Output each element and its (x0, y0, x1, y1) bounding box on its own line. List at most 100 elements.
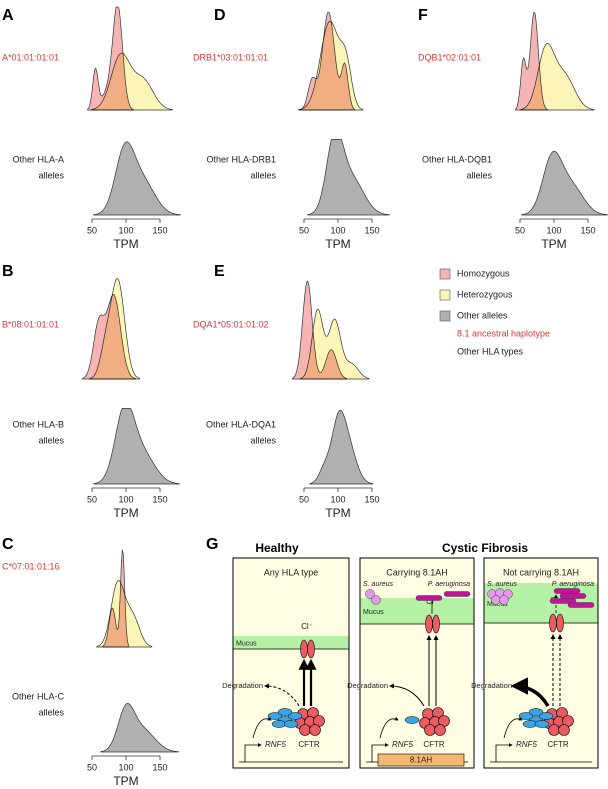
cell-box: Not carrying 8.1AHMucusCl⁻CFTRDegradatio… (471, 557, 599, 769)
tick-label: 100 (330, 225, 345, 235)
axis-label: TPM (325, 506, 350, 520)
other-density (307, 139, 390, 216)
density-panel: D DRB1*03:01:01:01 Other HLA-DRB1 alleles 50… (193, 7, 390, 251)
cftr-label: CFTR (423, 740, 445, 749)
density-panel: E DQA1*05:01:01:02 Other HLA-DQA1 alleles 50… (193, 263, 380, 520)
legend-swatch (439, 289, 451, 301)
mucus-label: Mucus (236, 640, 257, 647)
panel-letter: A (2, 7, 14, 24)
tick-label: 50 (299, 494, 309, 504)
p-aeruginosa (549, 598, 577, 604)
bacteria-label: P. aeruginosa (552, 581, 594, 588)
density-panel: A A*01:01:01:01 Other HLA-A alleles 50 100 150… (2, 6, 181, 251)
allele-label: DQB1*02:01:01 (418, 52, 481, 62)
heterozygous-density (300, 308, 370, 380)
s-aureus (365, 589, 375, 599)
other-label: alleles (38, 435, 64, 445)
panel-letter: C (2, 536, 14, 553)
p-aeruginosa (443, 591, 471, 597)
allele-label: A*01:01:01:01 (2, 52, 59, 62)
box-subtitle: Carrying 8.1AH (386, 567, 448, 577)
degradation-label: Degradation (471, 681, 512, 690)
legend-label: 8.1 ancestral haplotype (457, 328, 550, 338)
expression-arrow (379, 716, 399, 739)
box-subtitle: Any HLA type (264, 567, 319, 577)
mucus-label: Mucus (363, 609, 384, 616)
other-label: alleles (38, 707, 64, 717)
tick-label: 50 (87, 762, 97, 772)
rnf5-protein (277, 708, 293, 716)
cftr-channel (556, 613, 564, 633)
legend-label: Other alleles (457, 310, 508, 320)
cftr-protein (434, 724, 446, 736)
other-label: Other HLA-B (12, 419, 64, 429)
density-panel: C C*07:01:01:16 Other HLA-C alleles 50 100 150… (2, 536, 179, 788)
other-label: alleles (250, 435, 276, 445)
other-label: alleles (38, 170, 64, 180)
degradation-arrow (264, 683, 300, 707)
rnf5-protein (287, 712, 303, 720)
axis-label: TPM (541, 237, 566, 251)
tick-label: 150 (152, 762, 167, 772)
cftr-channel (307, 639, 315, 659)
box (359, 557, 475, 769)
tick-label: 150 (364, 494, 379, 504)
cftr-protein (424, 724, 436, 736)
other-label: Other HLA-C (12, 691, 65, 701)
tick-label: 50 (87, 494, 97, 504)
box (232, 557, 350, 769)
rnf5-protein (538, 712, 554, 720)
haplotype-label: 8.1AH (410, 756, 432, 765)
tick-label: 100 (546, 225, 561, 235)
tick-label: 50 (515, 225, 525, 235)
s-aureus (371, 595, 381, 605)
panel-letter: B (2, 263, 14, 280)
cftr-channel (549, 613, 557, 633)
s-aureus (499, 595, 509, 605)
rnf5-protein (534, 720, 550, 728)
legend-label: Homozygous (457, 268, 510, 278)
chloride-label: Cl⁻ (301, 622, 313, 631)
allele-label: C*07:01:01:16 (2, 561, 60, 571)
legend-swatch (439, 268, 451, 280)
bacteria-label: S. aureus (363, 581, 393, 588)
promoter-arrow (495, 743, 513, 762)
tick-label: 100 (330, 494, 345, 504)
rnf5-label: RNF5 (392, 740, 413, 749)
other-label: alleles (466, 170, 492, 180)
cftr-channel (432, 614, 440, 634)
heterozygous-density (298, 20, 364, 111)
other-density (93, 141, 181, 216)
heterozygous-density (89, 277, 140, 380)
other-label: alleles (250, 170, 276, 180)
bacteria-label: S. aureus (487, 581, 517, 588)
panel-letter: D (214, 7, 226, 24)
cftr-channel (300, 639, 308, 659)
cell-box: Any HLA type Mucus Cl⁻ CFTR Degradation RNF5 (222, 557, 350, 769)
density-panel: B B*08:01:01:01 Other HLA-B alleles 50 100 150… (2, 263, 180, 520)
allele-label: DRB1*03:01:01:01 (193, 52, 268, 62)
cftr-channel (425, 614, 433, 634)
axis-label: TPM (325, 237, 350, 251)
panel-title: Cystic Fibrosis (442, 541, 528, 555)
cftr-label: CFTR (298, 740, 320, 749)
heterozygous-density (96, 580, 153, 648)
other-label: Other HLA-DQB1 (422, 154, 492, 164)
promoter-arrow (244, 743, 262, 762)
tick-label: 150 (152, 494, 167, 504)
allele-label: B*08:01:01:01 (2, 319, 59, 329)
rnf5-label: RNF5 (265, 740, 286, 749)
cftr-protein (309, 724, 321, 736)
cftr-protein (299, 724, 311, 736)
haplotype-block (377, 753, 465, 767)
heterozygous-density (91, 52, 173, 111)
cftr-protein (548, 724, 560, 736)
panel-letter: G (206, 536, 218, 553)
tick-label: 150 (152, 225, 167, 235)
p-aeruginosa (559, 593, 587, 599)
allele-label: DQA1*05:01:01:02 (193, 319, 269, 329)
s-aureus (491, 595, 501, 605)
other-density (309, 409, 374, 485)
degradation-label: Degradation (347, 681, 388, 690)
